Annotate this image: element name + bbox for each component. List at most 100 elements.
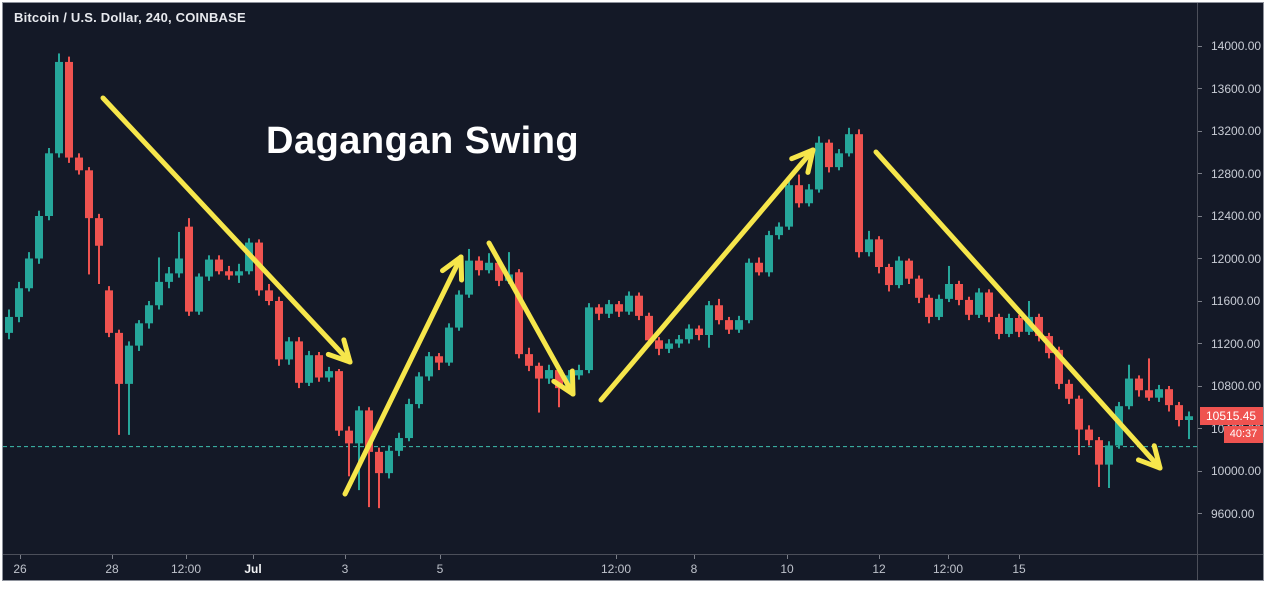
candle-up: [735, 315, 743, 333]
time-axis-tick: [1019, 555, 1020, 559]
candle-down: [295, 337, 303, 389]
candle-down: [985, 289, 993, 323]
time-axis-label: 10: [780, 562, 794, 576]
time-axis[interactable]: 26 28 12:00 Jul 3 5 12:00 8 10 12 12:00 15: [3, 554, 1263, 580]
candle-up: [455, 290, 463, 331]
candle-down: [85, 167, 93, 275]
candle-down: [825, 139, 833, 173]
time-axis-tick: [112, 555, 113, 559]
candle-up: [805, 184, 813, 207]
candle-up: [285, 337, 293, 365]
candle-up: [705, 301, 713, 348]
candle-down: [1145, 358, 1153, 401]
price-axis[interactable]: 14000.00 13600.00 13200.00 12800.00 12400.00…: [1197, 3, 1263, 554]
last-price-label: 10515.45: [1200, 407, 1263, 426]
candle-down: [265, 284, 273, 306]
candle-up: [415, 372, 423, 409]
candle-up: [625, 291, 633, 315]
candle-up: [465, 248, 473, 298]
candle-up: [305, 350, 313, 386]
time-axis-tick: [20, 555, 21, 559]
time-axis-label: 8: [690, 562, 698, 576]
time-axis-label: Jul: [244, 562, 262, 576]
candle-up: [485, 253, 493, 274]
candle-up: [5, 309, 13, 340]
price-axis-tick: [1198, 300, 1202, 302]
trend-arrow-up[interactable]: [598, 147, 816, 403]
time-axis-label: 12:00: [600, 562, 632, 576]
candle-down: [435, 353, 443, 371]
candle-up: [665, 339, 673, 354]
candle-down: [615, 301, 623, 317]
candle-down: [1135, 375, 1143, 397]
time-axis-tick: [787, 555, 788, 559]
candle-down: [995, 313, 1003, 340]
candle-down: [525, 347, 533, 372]
symbol-legend[interactable]: Bitcoin / U.S. Dollar, 240, COINBASE: [14, 10, 246, 25]
time-axis-label: 3: [341, 562, 349, 576]
candle-up: [355, 406, 363, 491]
candle-up: [1155, 384, 1163, 402]
candle-up: [35, 210, 43, 264]
time-axis-tick: [694, 555, 695, 559]
candle-up: [775, 222, 783, 240]
candle-up: [675, 335, 683, 348]
candle-down: [1015, 314, 1023, 338]
candle-up: [1125, 364, 1133, 410]
candle-down: [1165, 386, 1173, 412]
trend-arrow-up[interactable]: [342, 254, 465, 497]
candle-up: [235, 263, 243, 283]
price-axis-label: 11600.00: [1211, 294, 1261, 308]
candle-down: [475, 256, 483, 276]
candle-down: [115, 329, 123, 435]
candle-down: [75, 153, 83, 175]
candle-up: [145, 301, 153, 329]
candle-down: [215, 255, 223, 275]
candle-down: [1065, 379, 1073, 405]
candle-down: [1075, 395, 1083, 456]
candle-down: [595, 304, 603, 321]
candlestick-chart-canvas[interactable]: [3, 3, 1197, 554]
candle-down: [1095, 437, 1103, 487]
time-axis-label: 28: [105, 562, 119, 576]
time-axis-tick: [253, 555, 254, 559]
price-axis-tick: [1198, 428, 1202, 429]
trend-arrow-down[interactable]: [873, 149, 1163, 471]
time-axis-label: 15: [1012, 562, 1026, 576]
candle-up: [745, 258, 753, 324]
candle-up: [155, 257, 163, 310]
price-axis-label: 12400.00: [1211, 209, 1262, 223]
candle-up: [815, 136, 823, 193]
candle-down: [275, 296, 283, 366]
time-axis-tick: [879, 555, 880, 559]
time-axis-label: 5: [436, 562, 444, 576]
candle-down: [105, 286, 113, 338]
candle-down: [375, 447, 383, 509]
candle-up: [325, 366, 333, 382]
trend-arrow-down[interactable]: [486, 240, 576, 397]
time-axis-tick: [186, 555, 187, 559]
time-axis-tick: [440, 555, 441, 559]
price-axis-tick: [1198, 130, 1202, 132]
time-axis-tick: [948, 555, 949, 559]
candle-up: [785, 180, 793, 230]
candle-up: [835, 149, 843, 171]
candle-down: [65, 56, 73, 163]
candle-down: [965, 296, 973, 321]
candle-up: [945, 265, 953, 303]
candle-up: [895, 256, 903, 289]
candle-up: [865, 230, 873, 257]
candle-up: [1005, 313, 1013, 338]
candle-up: [845, 127, 853, 157]
price-axis-tick: [1198, 385, 1202, 387]
candle-down: [315, 352, 323, 382]
candle-down: [535, 362, 543, 413]
candle-up: [55, 53, 63, 158]
candle-up: [195, 273, 203, 315]
price-axis-tick: [1198, 343, 1202, 344]
candle-down: [875, 236, 883, 274]
annotation-text[interactable]: Dagangan Swing: [266, 120, 580, 162]
candle-down: [715, 298, 723, 325]
trend-arrow-down[interactable]: [100, 95, 353, 365]
candle-up: [765, 230, 773, 277]
